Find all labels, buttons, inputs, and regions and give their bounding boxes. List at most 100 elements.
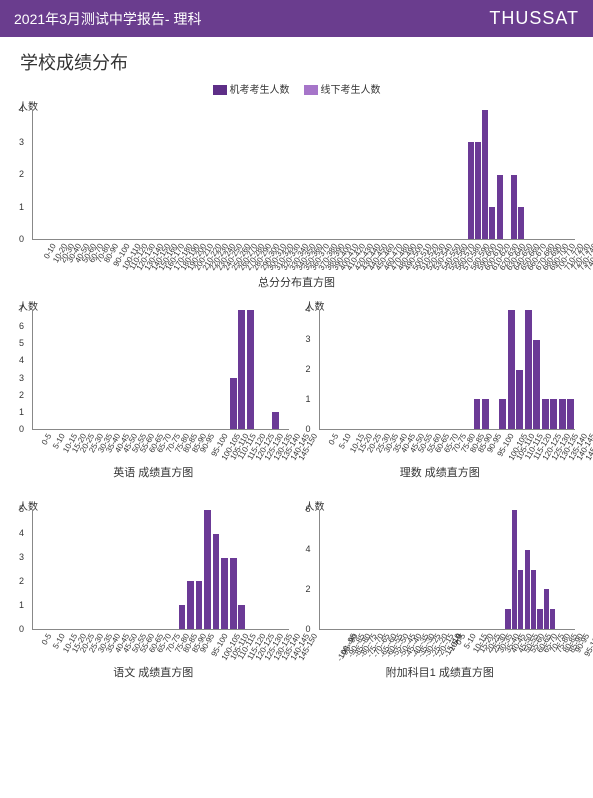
bar-slot	[286, 110, 293, 239]
bars	[33, 110, 575, 239]
legend-swatch-a	[213, 85, 227, 95]
bar-slot	[203, 510, 212, 629]
ytick: 2	[306, 584, 311, 594]
bar-slot	[250, 110, 257, 239]
ytick: 4	[306, 304, 311, 314]
bar-slot	[195, 510, 204, 629]
bar-slot	[110, 310, 119, 429]
legend-swatch-b	[304, 85, 318, 95]
bar-slot	[373, 110, 380, 239]
bar	[179, 605, 186, 629]
bar-slot	[359, 110, 366, 239]
bar-slot	[257, 110, 264, 239]
bar-slot	[59, 510, 68, 629]
bar	[542, 399, 549, 429]
bar-slot	[413, 310, 422, 429]
ytick: 2	[19, 390, 24, 400]
bar	[221, 558, 228, 629]
bar-slot	[91, 110, 98, 239]
ytick: 3	[306, 334, 311, 344]
bar-slot	[42, 510, 51, 629]
bar-slot	[371, 310, 380, 429]
bar-slot	[101, 310, 110, 429]
ytick: 2	[19, 169, 24, 179]
bar-slot	[178, 310, 187, 429]
bar-slot	[93, 510, 102, 629]
bar-slot	[315, 110, 322, 239]
bar-slot	[532, 110, 539, 239]
bar-slot	[156, 110, 163, 239]
bar	[550, 399, 557, 429]
bar-slot	[515, 310, 524, 429]
bar-slot	[186, 510, 195, 629]
bar-slot	[518, 110, 525, 239]
bar-slot	[118, 310, 127, 429]
bar-slot	[178, 510, 187, 629]
bar	[247, 310, 254, 429]
bar-slot	[212, 310, 221, 429]
chart-caption: 英语 成绩直方图	[18, 464, 289, 480]
bar	[525, 550, 530, 629]
xaxis: 0-55-1010-1515-2020-2525-3030-3535-4040-…	[319, 430, 576, 464]
bar-slot	[293, 110, 300, 239]
bar-slot	[199, 110, 206, 239]
bar-slot	[67, 510, 76, 629]
bar-slot	[547, 110, 554, 239]
bar-slot	[395, 110, 402, 239]
bar	[518, 570, 523, 630]
legend: 机考考生人数 线下考生人数	[0, 81, 593, 96]
bar-slot	[161, 310, 170, 429]
bar-slot	[438, 110, 445, 239]
bar-slot	[33, 510, 42, 629]
bar	[531, 570, 536, 630]
legend-item-b: 线下考生人数	[304, 81, 381, 96]
bar	[230, 558, 237, 629]
bar-slot	[120, 110, 127, 239]
bar-slot	[510, 110, 517, 239]
bar-slot	[207, 110, 214, 239]
bar	[238, 310, 245, 429]
plot-area: 0246	[319, 510, 576, 630]
ytick: 1	[306, 394, 311, 404]
bar-slot	[549, 310, 558, 429]
xaxis: 0-55-1010-1515-2020-2525-3030-3535-4040-…	[32, 630, 289, 664]
bar-slot	[320, 310, 329, 429]
bar-slot	[460, 110, 467, 239]
bar-slot	[366, 110, 373, 239]
bar-slot	[301, 110, 308, 239]
bar-slot	[380, 110, 387, 239]
bar	[238, 605, 245, 629]
bar-slot	[473, 310, 482, 429]
bar	[482, 110, 488, 239]
bar	[497, 175, 503, 240]
bar-slot	[220, 510, 229, 629]
ytick: 6	[306, 504, 311, 514]
bar-slot	[186, 310, 195, 429]
bars	[320, 510, 576, 629]
bar-slot	[539, 110, 546, 239]
bar-slot	[431, 110, 438, 239]
bar-slot	[351, 110, 358, 239]
bar	[511, 175, 517, 240]
bar-slot	[50, 510, 59, 629]
ytick: 6	[19, 321, 24, 331]
bar	[489, 207, 495, 239]
bar-slot	[33, 110, 40, 239]
bar-slot	[152, 310, 161, 429]
ytick: 3	[19, 137, 24, 147]
plot-area: 01234567	[32, 310, 289, 430]
ytick: 0	[306, 424, 311, 434]
bar-slot	[308, 110, 315, 239]
bar-slot	[212, 510, 221, 629]
bar-slot	[69, 110, 76, 239]
bar-slot	[345, 310, 354, 429]
bar-slot	[59, 310, 68, 429]
bar-slot	[566, 310, 575, 429]
bar-slot	[135, 310, 144, 429]
bar	[525, 310, 532, 429]
bar	[482, 399, 489, 429]
bar-slot	[246, 310, 255, 429]
bar-slot	[271, 310, 280, 429]
bar-slot	[416, 110, 423, 239]
bar-slot	[405, 310, 414, 429]
